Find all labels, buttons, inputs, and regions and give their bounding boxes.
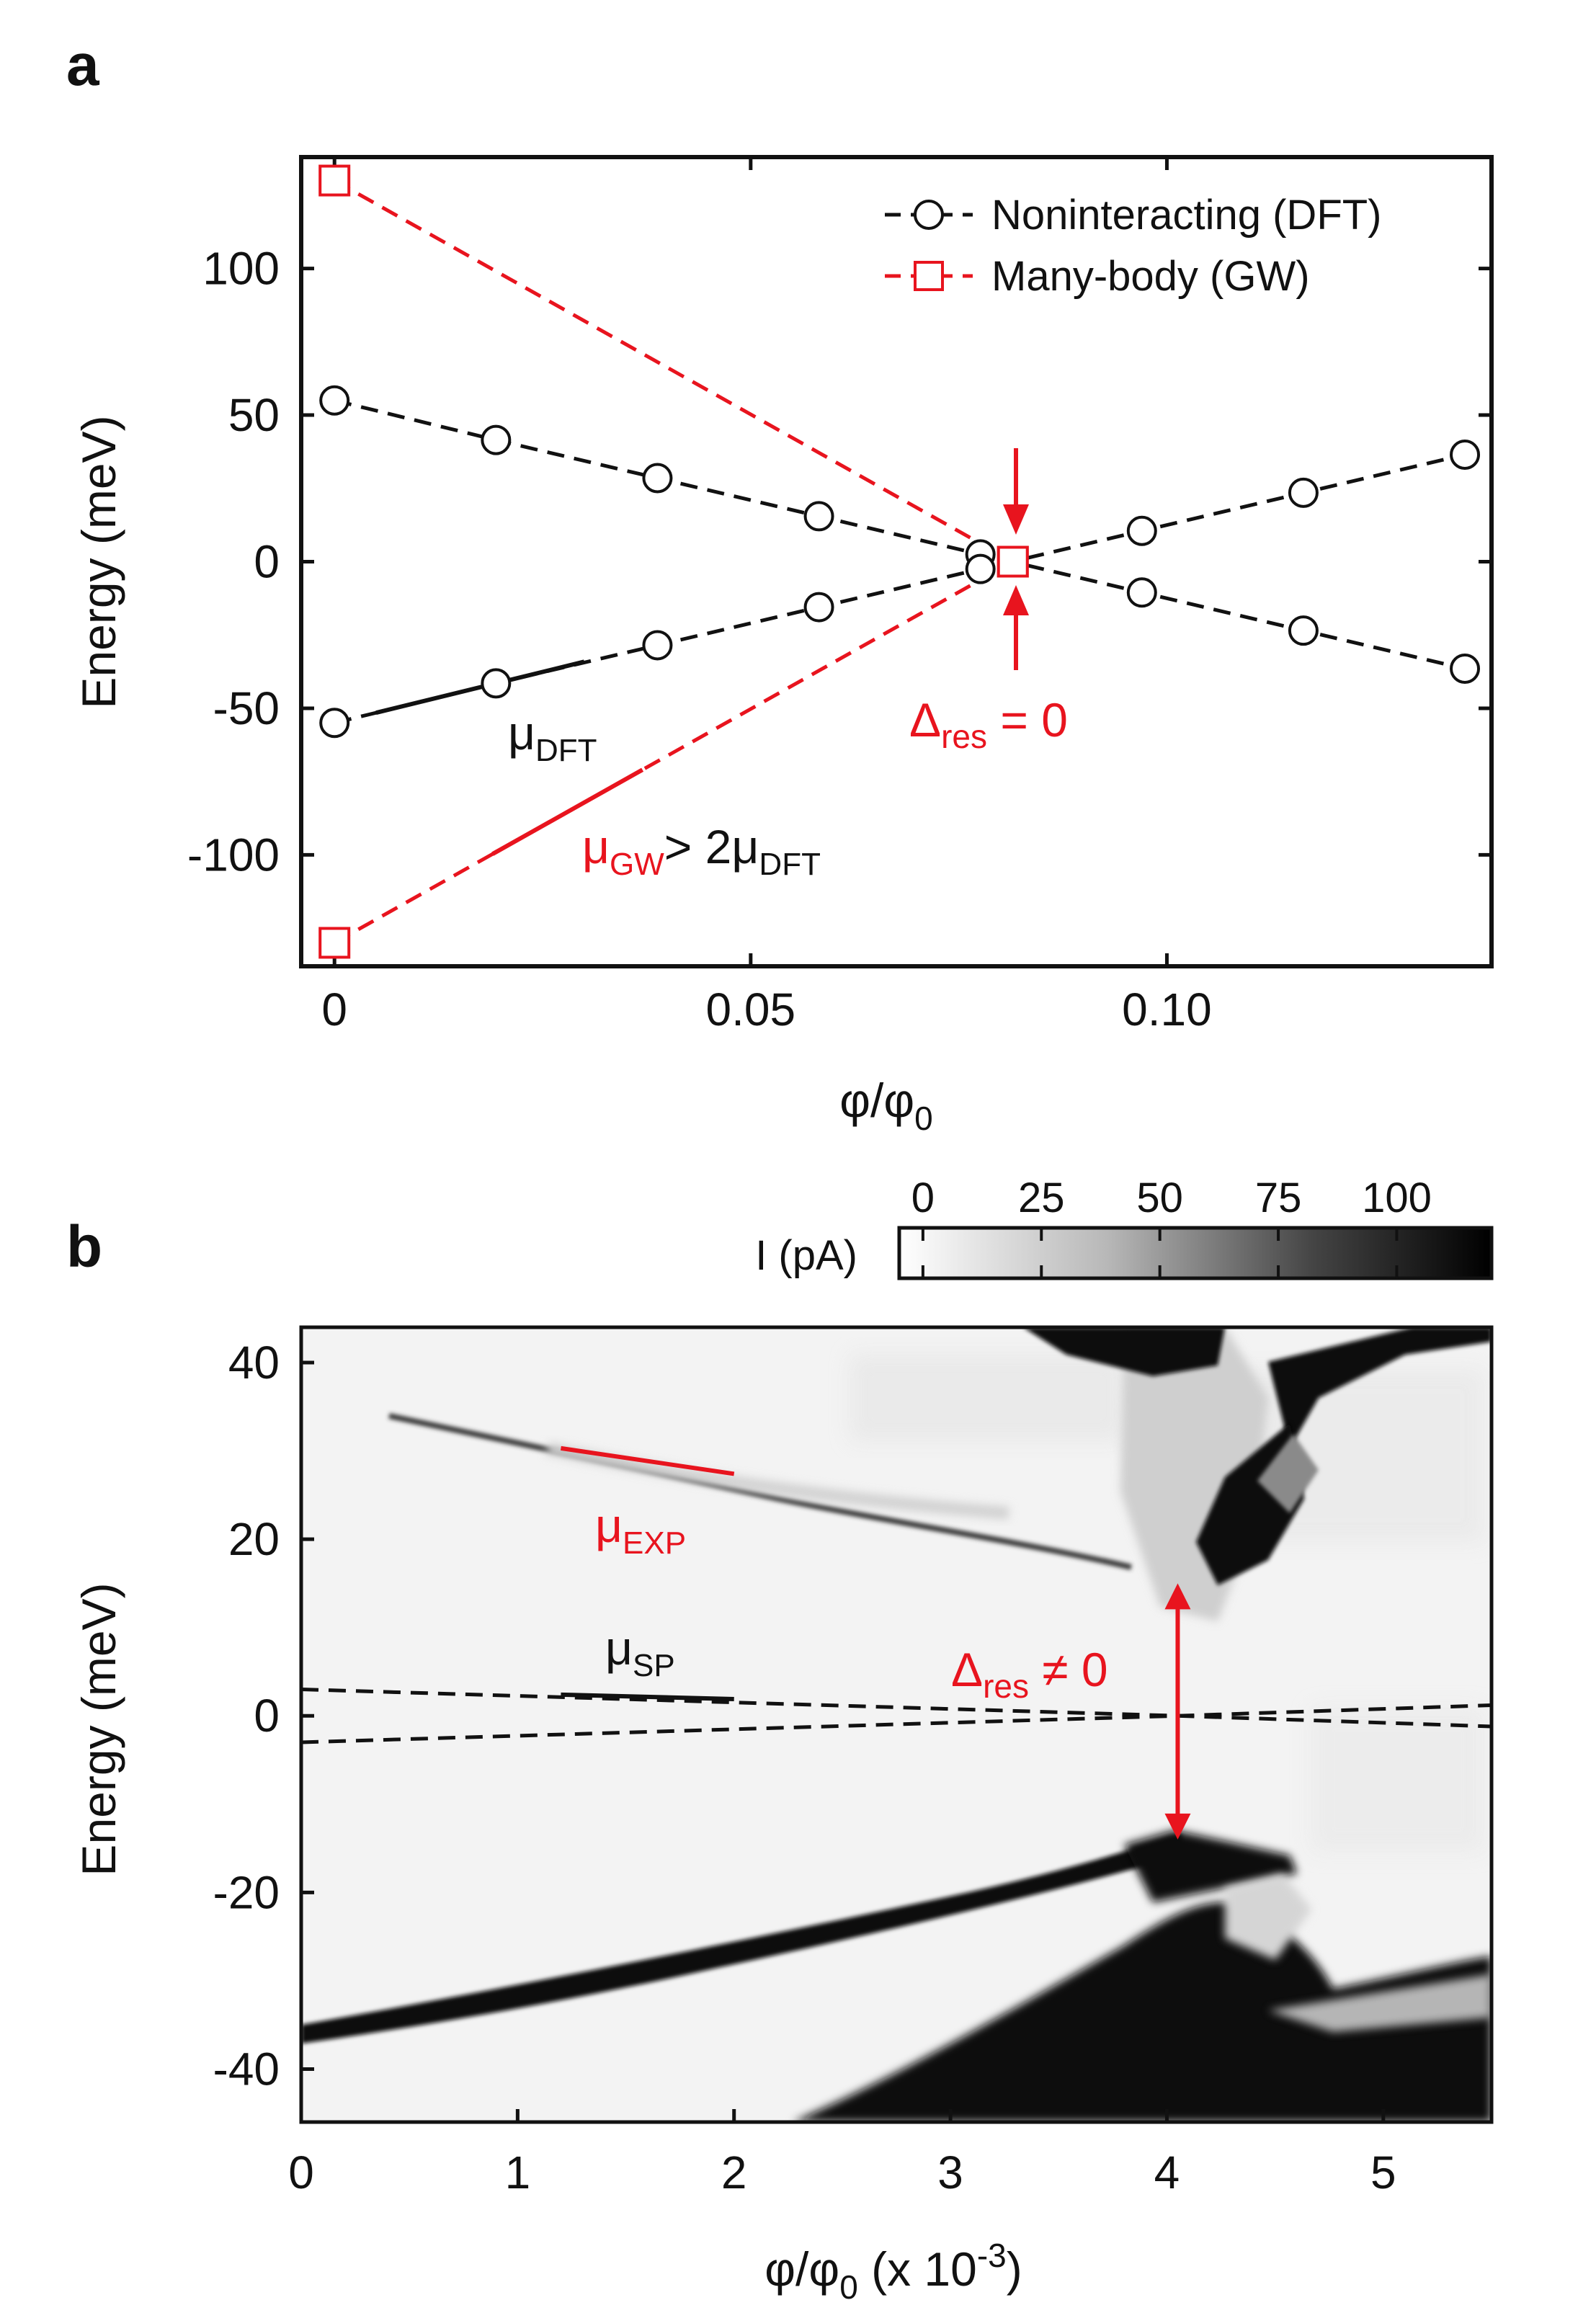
data-point-circle [319, 708, 350, 739]
panel-a-x-ticks: 0 0.05 0.10 [321, 157, 1212, 1035]
series-line [333, 560, 1014, 945]
y-tick-label: 0 [254, 536, 280, 588]
y-tick-label: -20 [213, 1866, 280, 1918]
panel-a-frame [299, 155, 1494, 968]
colorbar-gradient [897, 1226, 1494, 1280]
y-tick-label: -100 [187, 829, 280, 881]
panel-b-x-axis-label: φ/φ0 (x 10-3) [764, 2237, 1022, 2306]
panel-b-gap-arrow [1164, 1583, 1191, 1840]
mu-sp-segment [561, 1692, 734, 1701]
data-point-circle [965, 553, 996, 584]
panel-b-y-axis-label: Energy (meV) [72, 1582, 125, 1876]
panel-b-delta-label: Δres ≠ 0 [951, 1643, 1108, 1705]
panel-a-delta-arrows [1003, 448, 1029, 670]
data-point-square [318, 164, 351, 197]
panel-a-mu-gw-label: μGW> 2μDFT [582, 820, 821, 882]
colorbar-ticks: 0 25 50 75 100 [911, 1175, 1432, 1278]
mu-exp-segment [560, 1445, 735, 1476]
x-tick-label: 0 [321, 984, 347, 1035]
legend-gw-marker [914, 261, 944, 291]
data-point-circle [1450, 439, 1481, 470]
panel-a-markers [318, 164, 1481, 959]
colorbar-tick-label: 50 [1136, 1175, 1183, 1221]
panel-b-x-ticks: 0 1 2 3 4 5 [288, 2109, 1396, 2198]
heatmap-lower-band [301, 1830, 1492, 2122]
panel-a-slope-segments [375, 659, 644, 856]
colorbar-tick-label: 0 [911, 1175, 935, 1221]
legend-gw-label: Many-body (GW) [991, 253, 1310, 300]
data-point-circle [481, 668, 512, 699]
y-tick-label: -40 [213, 2043, 280, 2095]
panel-a-axes: 100 50 0 -50 -100 0 0.05 0.10 [187, 155, 1494, 1035]
series-line [334, 398, 1466, 671]
panel-a-delta-label: Δres = 0 [909, 693, 1068, 755]
y-tick-label: 50 [228, 389, 280, 441]
y-tick-label: -50 [213, 682, 280, 734]
panel-b-mu-exp-label: μEXP [595, 1499, 686, 1561]
colorbar: 0 25 50 75 100 I (pA) [755, 1175, 1494, 1280]
mu-dft-segment [375, 659, 585, 716]
series-line [333, 179, 1014, 563]
x-tick-label: 0.05 [706, 984, 796, 1035]
y-tick-label: 20 [228, 1513, 280, 1565]
mu-gw-segment [491, 767, 644, 856]
panel-label-a: a [66, 32, 100, 98]
x-tick-label: 2 [721, 2147, 747, 2198]
panel-b-y-ticks: 40 20 0 -20 -40 [213, 1337, 314, 2095]
x-tick-label: 3 [937, 2147, 963, 2198]
data-point-circle [803, 592, 834, 623]
x-tick-label: 0 [288, 2147, 314, 2198]
panel-a-y-ticks: 100 50 0 -50 -100 [187, 243, 1492, 881]
data-point-circle [803, 501, 834, 532]
x-tick-label: 1 [505, 2147, 531, 2198]
panel-a-mu-dft-label: μDFT [508, 706, 597, 768]
panel-a-x-axis-label: φ/φ0 [839, 1074, 933, 1137]
y-tick-label: 0 [254, 1690, 280, 1742]
data-point-circle [1450, 654, 1481, 685]
data-point-circle [1126, 515, 1157, 546]
panel-a-y-axis-label: Energy (meV) [72, 415, 125, 708]
colorbar-tick-label: 25 [1018, 1175, 1065, 1221]
legend-dft-label: Noninteracting (DFT) [991, 192, 1381, 239]
data-point-circle [1126, 577, 1157, 608]
heatmap [301, 1327, 1492, 2122]
data-point-circle [1288, 615, 1319, 646]
legend-gw-entry: Many-body (GW) [885, 253, 1310, 300]
panel-b-frame [299, 1325, 1494, 2124]
x-tick-label: 4 [1154, 2147, 1180, 2198]
colorbar-tick-label: 100 [1362, 1175, 1432, 1221]
data-point-circle [319, 385, 350, 416]
panel-a-legend: Noninteracting (DFT) Many-body (GW) [885, 192, 1381, 300]
y-tick-label: 40 [228, 1337, 280, 1389]
colorbar-tick-label: 75 [1255, 1175, 1302, 1221]
heatmap-fit-segments [560, 1445, 735, 1701]
colorbar-label: I (pA) [755, 1232, 857, 1279]
data-point-circle [481, 424, 512, 455]
panel-label-b: b [66, 1214, 102, 1280]
data-point-square [997, 545, 1029, 578]
legend-dft-marker [914, 200, 944, 230]
panel-b-mu-sp-label: μSP [605, 1621, 675, 1683]
heatmap-upper-band [388, 1327, 1492, 1621]
legend-dft-entry: Noninteracting (DFT) [885, 192, 1381, 239]
data-point-circle [642, 463, 673, 494]
data-point-square [318, 927, 351, 959]
data-point-circle [642, 630, 673, 661]
x-tick-label: 0.10 [1122, 984, 1212, 1035]
x-tick-label: 5 [1370, 2147, 1396, 2198]
y-tick-label: 100 [202, 243, 280, 295]
data-point-circle [1288, 477, 1319, 508]
